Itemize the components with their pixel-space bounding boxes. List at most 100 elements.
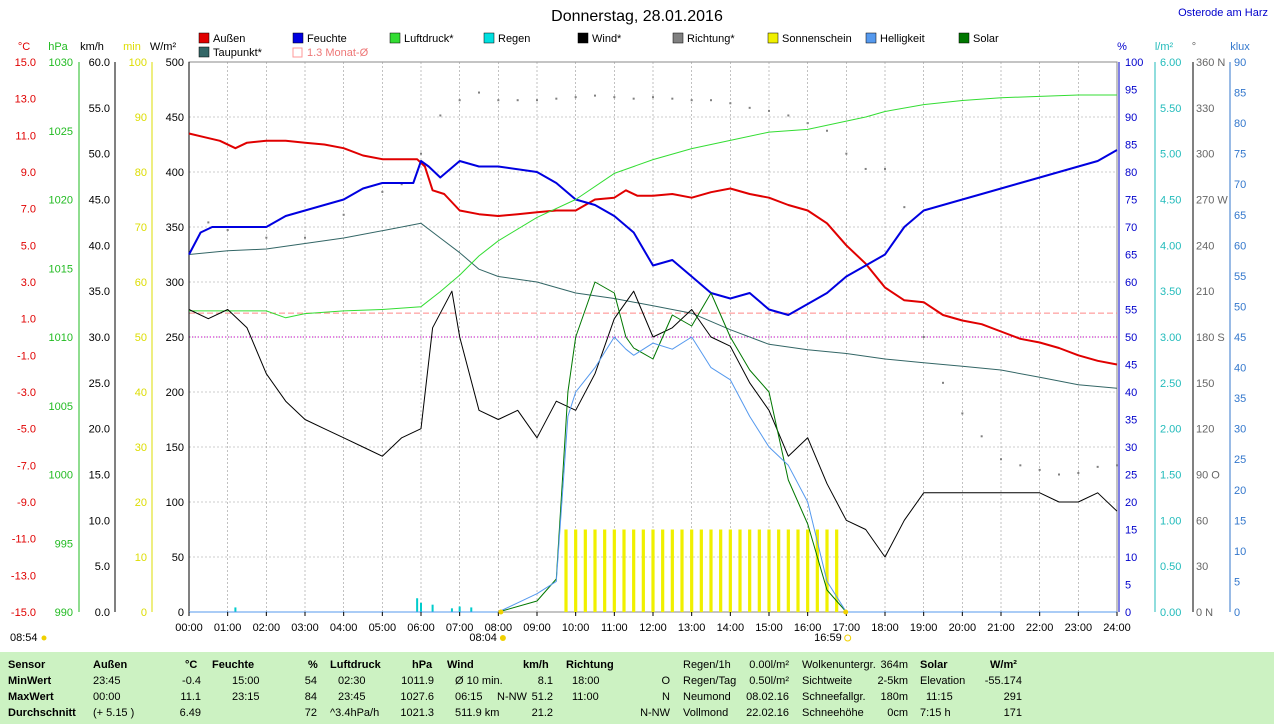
sunshine-bar bbox=[777, 529, 781, 612]
sun-tick-label: 70 bbox=[135, 222, 147, 234]
richtung-min-value: O bbox=[661, 675, 670, 687]
sunshine-bar bbox=[651, 529, 655, 612]
sunshine-bar bbox=[835, 529, 839, 612]
sichtweite-label: Sichtweite bbox=[802, 675, 853, 687]
wolken-value: 364m bbox=[880, 659, 908, 671]
direction-point bbox=[864, 167, 867, 170]
sun-tick-label: 50 bbox=[135, 332, 147, 344]
neumond-value: 08.02.16 bbox=[746, 691, 789, 703]
sun-tick-label: 80 bbox=[135, 167, 147, 179]
direction-point bbox=[265, 236, 268, 239]
direction-tick-label: 180 S bbox=[1196, 332, 1225, 344]
sunshine-bar bbox=[574, 529, 578, 612]
direction-point bbox=[304, 236, 306, 239]
wind-avg10-value: 8.1 bbox=[537, 675, 553, 687]
direction-tick-label: 30 bbox=[1196, 561, 1208, 573]
wind-distance: 511.9 km bbox=[455, 707, 500, 719]
rain-bar bbox=[416, 598, 419, 612]
sunshine-bar bbox=[564, 529, 568, 612]
vollmond-label: Vollmond bbox=[683, 707, 729, 719]
direction-point bbox=[710, 99, 712, 102]
humidity-tick-label: 85 bbox=[1125, 140, 1137, 152]
time-tick-label: 05:00 bbox=[369, 622, 397, 634]
sunshine-bar bbox=[757, 529, 761, 612]
time-tick-label: 18:00 bbox=[871, 622, 899, 634]
legend-label: Sonnenschein bbox=[782, 33, 852, 45]
plot-area bbox=[188, 91, 1118, 613]
time-tick-label: 17:00 bbox=[833, 622, 861, 634]
sunrise-marker bbox=[498, 609, 504, 615]
neumond-label: Neumond bbox=[683, 691, 731, 703]
series-line bbox=[188, 290, 1118, 558]
direction-tick-label: 0 N bbox=[1196, 607, 1213, 619]
direction-point bbox=[1058, 473, 1060, 476]
rain-bar bbox=[458, 606, 461, 612]
pressure-tick-label: 1000 bbox=[49, 470, 73, 482]
legend-swatch bbox=[958, 32, 970, 44]
sunrise-icon bbox=[499, 635, 506, 641]
pressure-axis-unit: hPa bbox=[48, 41, 68, 53]
solar-tick-label: 50 bbox=[172, 552, 184, 564]
solar-tick-label: 250 bbox=[166, 332, 184, 344]
solar-axis-unit: W/m² bbox=[150, 41, 177, 53]
sunshine-bar bbox=[632, 529, 636, 612]
direction-point bbox=[845, 152, 848, 155]
wind-tick-label: 45.0 bbox=[89, 195, 110, 207]
direction-point bbox=[458, 99, 461, 102]
aussen-avg-note: (+ 5.15 ) bbox=[93, 707, 135, 719]
lux-tick-label: 10 bbox=[1234, 546, 1246, 558]
time-tick-label: 23:00 bbox=[1065, 622, 1093, 634]
rain-tick-label: 5.50 bbox=[1160, 103, 1181, 115]
rain-tick-label: 0.50 bbox=[1160, 561, 1181, 573]
sun-tick-label: 0 bbox=[141, 607, 147, 619]
direction-point bbox=[478, 91, 480, 94]
temp-tick-label: 7.0 bbox=[21, 204, 36, 216]
direction-tick-label: 60 bbox=[1196, 515, 1208, 527]
rain-bar bbox=[420, 602, 422, 612]
luftdruck-avg-value: 1021.3 bbox=[400, 707, 434, 719]
sun-tick-label: 10 bbox=[135, 552, 147, 564]
humidity-tick-label: 100 bbox=[1125, 57, 1143, 69]
legend-label: Regen bbox=[498, 33, 530, 45]
time-tick-label: 04:00 bbox=[330, 622, 358, 634]
series-line bbox=[189, 281, 1117, 613]
richtung-min-time: 18:00 bbox=[572, 675, 600, 687]
sunshine-bar bbox=[738, 529, 742, 612]
time-tick-label: 24:00 bbox=[1103, 622, 1131, 634]
location-link[interactable]: Osterode am Harz bbox=[1178, 7, 1268, 19]
series-line bbox=[188, 222, 1118, 389]
lux-tick-label: 50 bbox=[1234, 301, 1246, 313]
series-line bbox=[188, 149, 1118, 316]
feuchte-max-value: 84 bbox=[304, 691, 317, 703]
wind-tick-label: 10.0 bbox=[89, 515, 110, 527]
richtung-avg-value: N-NW bbox=[640, 707, 670, 719]
legend-label: Solar bbox=[973, 33, 999, 45]
sunshine-bar bbox=[661, 529, 665, 612]
pressure-tick-label: 1005 bbox=[49, 401, 73, 413]
chart-legend: Außen Feuchte Luftdruck* Regen Wind* Richtung… bbox=[198, 32, 999, 59]
solar-avg-value: 171 bbox=[1003, 707, 1022, 719]
richtung-max-time: 11:00 bbox=[572, 691, 599, 703]
lux-tick-label: 65 bbox=[1234, 210, 1246, 222]
lux-tick-label: 15 bbox=[1234, 515, 1246, 527]
pressure-tick-label: 1020 bbox=[49, 195, 73, 207]
pressure-tick-label: 995 bbox=[55, 538, 73, 550]
aussen-min-time: 23:45 bbox=[93, 675, 121, 687]
stats-header-aussen: Außen bbox=[93, 659, 128, 671]
luftdruck-min-value: 1011.9 bbox=[401, 675, 434, 687]
time-tick-label: 13:00 bbox=[678, 622, 706, 634]
direction-point bbox=[188, 216, 190, 219]
rain-axis-unit: l/m² bbox=[1155, 41, 1174, 53]
direction-point bbox=[613, 96, 616, 99]
temp-axis-unit: °C bbox=[18, 41, 30, 53]
sunset-time: 16:59 bbox=[814, 632, 842, 644]
solar-elevation-label: Elevation bbox=[920, 675, 966, 687]
direction-point bbox=[826, 129, 828, 132]
stats-unit-luftdruck: hPa bbox=[412, 659, 433, 671]
time-tick-label: 21:00 bbox=[987, 622, 1015, 634]
pressure-tick-label: 1030 bbox=[49, 57, 73, 69]
legend-label: Feuchte bbox=[307, 33, 347, 45]
temp-tick-label: -3.0 bbox=[17, 387, 36, 399]
sun-tick-label: 20 bbox=[135, 497, 147, 509]
direction-tick-label: 210 bbox=[1196, 286, 1214, 298]
